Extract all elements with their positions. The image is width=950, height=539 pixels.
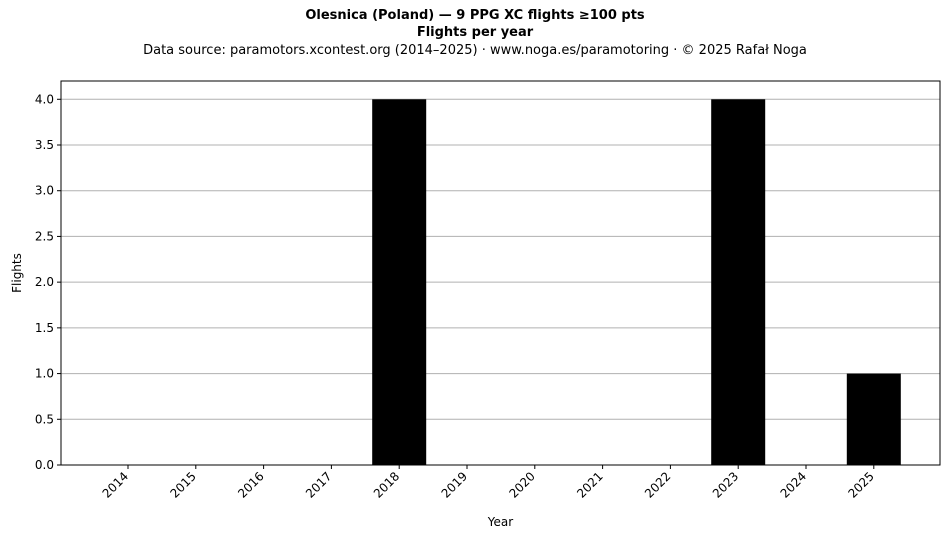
x-tick-label: 2015: [167, 469, 198, 500]
chart-subtitle: Flights per year: [416, 25, 534, 40]
x-tick-label: 2017: [303, 469, 334, 500]
y-axis-label: Flights: [10, 253, 24, 293]
y-tick-label: 3.0: [35, 184, 54, 198]
gridlines: [61, 98, 940, 466]
y-tick-label: 2.0: [35, 275, 54, 289]
chart-title: Olesnica (Poland) — 9 PPG XC flights ≥10…: [305, 8, 645, 23]
x-tick-label: 2016: [235, 469, 266, 500]
plot-frame: [60, 80, 941, 466]
y-tick-label: 4.0: [35, 92, 54, 106]
x-axis-label: Year: [487, 515, 513, 529]
y-tick-label: 3.5: [35, 138, 54, 152]
x-tick-label: 2025: [845, 469, 876, 500]
y-tick-label: 1.5: [35, 321, 54, 335]
bar-2023: [711, 99, 766, 466]
y-axis: 0.0 0.5 1.0 1.5 2.0 2.5 3.0 3.5 4.0: [35, 92, 61, 472]
x-tick-label: 2022: [642, 469, 673, 500]
y-tick-label: 1.0: [35, 367, 54, 381]
x-tick-label: 2018: [371, 469, 402, 500]
x-axis: 2014 2015 2016 2017 2018 2019 2020 2021 2022 2023…: [100, 465, 877, 501]
bar-2025: [846, 373, 901, 465]
bar-2018: [372, 99, 427, 466]
y-tick-label: 0.5: [35, 412, 54, 426]
x-tick-label: 2019: [439, 469, 470, 500]
x-tick-label: 2023: [710, 469, 741, 500]
y-tick-label: 0.0: [35, 458, 54, 472]
x-tick-label: 2021: [574, 469, 605, 500]
x-tick-label: 2024: [778, 469, 809, 500]
chart-source-note: Data source: paramotors.xcontest.org (20…: [143, 43, 807, 58]
bars: [372, 99, 901, 466]
x-tick-label: 2020: [506, 469, 537, 500]
y-tick-label: 2.5: [35, 229, 54, 243]
x-tick-label: 2014: [100, 469, 131, 500]
